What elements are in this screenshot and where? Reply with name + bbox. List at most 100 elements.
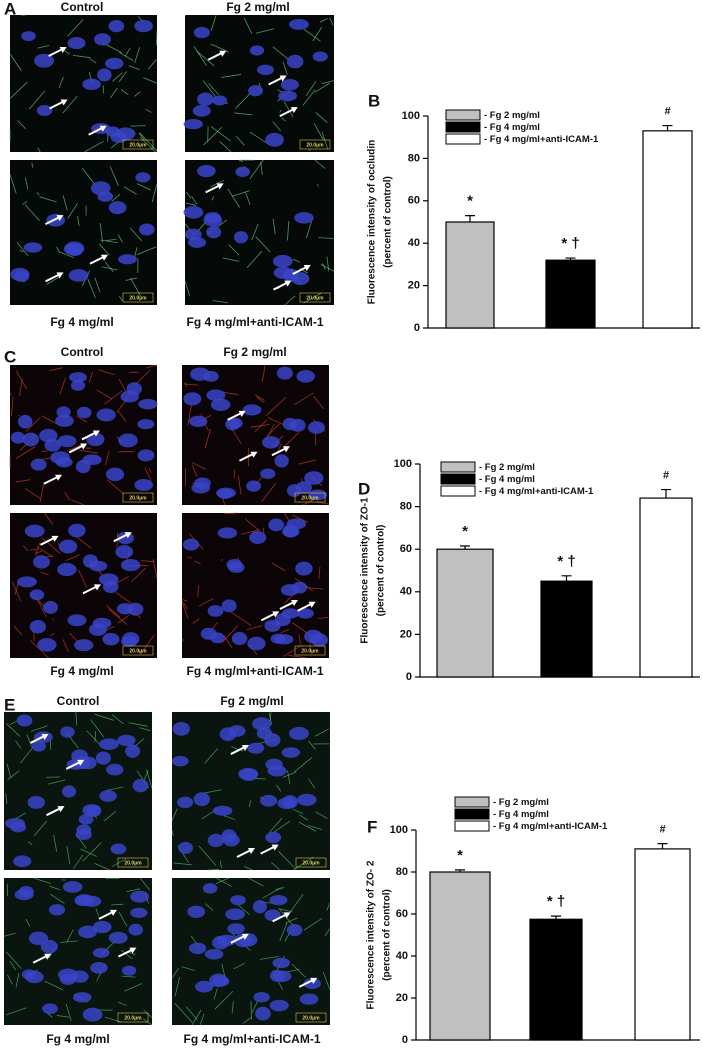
fiber: [9, 53, 22, 71]
y-axis-label: Fluorescence intensity of ZO-1: [360, 497, 371, 644]
error-bar: [657, 843, 668, 849]
nucleus: [260, 468, 276, 479]
fiber: [22, 200, 28, 205]
fiber: [99, 223, 104, 243]
nucleus: [74, 639, 94, 652]
fiber: [259, 956, 279, 960]
fiber: [131, 567, 146, 583]
fiber: [30, 725, 48, 732]
fiber: [66, 929, 74, 943]
fiber: [123, 186, 137, 195]
nucleus: [37, 638, 57, 652]
panel-caption: Fg 2 mg/ml: [223, 345, 286, 359]
fiber: [120, 89, 129, 96]
fiber: [111, 714, 124, 725]
legend-label: - Fg 4 mg/ml: [479, 474, 535, 485]
fiber: [106, 786, 123, 791]
legend-swatch: [454, 808, 490, 820]
fiber: [9, 174, 17, 194]
arrow-head: [284, 280, 292, 287]
fiber: [84, 140, 104, 153]
fiber: [185, 202, 197, 206]
fiber: [66, 554, 80, 561]
arrow-head: [92, 430, 100, 437]
fiber: [130, 277, 142, 297]
nucleus: [13, 855, 32, 868]
bar: [545, 259, 596, 329]
fiber: [78, 449, 98, 454]
micrograph: 20.0μm: [182, 365, 330, 506]
scale-bar-box: [299, 139, 331, 150]
fiber: [50, 893, 65, 904]
fiber: [140, 560, 155, 562]
bar: [639, 497, 693, 678]
nucleus: [217, 488, 233, 500]
fiber: [67, 203, 78, 219]
nucleus: [308, 421, 325, 434]
fiber: [277, 443, 282, 453]
fiber: [208, 83, 219, 95]
legend-label: - Fg 4 mg/ml+anti-ICAM-1: [484, 134, 599, 145]
nucleus: [272, 254, 293, 268]
fiber: [303, 292, 322, 304]
fiber: [308, 149, 312, 151]
fiber: [235, 92, 251, 109]
nucleus: [193, 792, 211, 807]
arrow-head: [303, 265, 311, 272]
nucleus: [280, 79, 299, 91]
fiber: [261, 365, 266, 382]
micrograph: 20.0μm: [171, 877, 331, 1026]
nucleus: [203, 370, 219, 382]
nucleus: [125, 744, 141, 758]
fiber: [53, 834, 58, 852]
fiber: [282, 644, 303, 657]
fiber: [248, 800, 252, 807]
fiber: [104, 390, 123, 405]
fiber: [197, 585, 199, 597]
nucleus: [297, 608, 314, 619]
nucleus: [130, 907, 148, 918]
fiber: [37, 147, 41, 153]
error-bar: [662, 124, 673, 131]
fiber: [272, 218, 276, 235]
fiber: [20, 746, 34, 764]
arrow-head: [241, 745, 249, 752]
fiber: [268, 417, 285, 426]
fiber: [75, 535, 92, 549]
arrow-head: [219, 50, 227, 57]
nucleus: [281, 747, 301, 758]
scale-bar-label: 20.0μm: [124, 1015, 142, 1021]
nucleus: [206, 226, 222, 239]
fiber: [191, 1009, 202, 1026]
fiber: [292, 514, 309, 523]
fiber: [222, 391, 239, 396]
arrow-head: [44, 953, 52, 960]
fiber: [215, 877, 230, 885]
fiber: [244, 518, 259, 531]
nucleus: [99, 790, 117, 802]
fiber: [151, 183, 158, 203]
fiber: [308, 778, 316, 789]
fiber: [112, 72, 123, 82]
y-axis-label: (percent of control): [383, 176, 394, 268]
panel-caption: Control: [61, 345, 104, 359]
fiber: [118, 911, 128, 927]
fiber: [262, 887, 282, 899]
fiber: [213, 988, 218, 1000]
nucleus: [252, 899, 267, 914]
fiber: [146, 364, 158, 369]
significance-mark: * †: [557, 553, 575, 570]
scale-bar-label: 20.0μm: [301, 495, 319, 501]
legend-swatch: [440, 485, 476, 497]
fiber: [62, 195, 68, 211]
fiber: [283, 432, 300, 448]
arrow-head: [238, 410, 246, 417]
fiber: [3, 932, 16, 937]
fiber: [183, 602, 188, 609]
nucleus: [18, 414, 33, 429]
fiber: [272, 820, 291, 834]
y-tick-label: 0: [406, 671, 412, 683]
arrow-head: [272, 611, 280, 618]
fiber: [248, 877, 264, 887]
nucleus: [92, 920, 112, 934]
